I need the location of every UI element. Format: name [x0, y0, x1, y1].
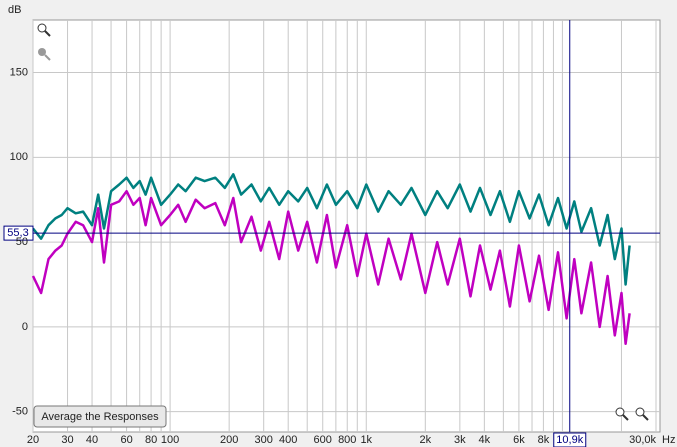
zoom-icon[interactable] — [635, 407, 649, 421]
x-tick-label: 400 — [279, 434, 297, 446]
y-tick-label: 100 — [10, 151, 28, 163]
zoom-icon[interactable] — [615, 407, 629, 421]
cursor: 55,3 10,9k — [3, 20, 660, 447]
x-tick-label: 80 — [145, 434, 157, 446]
x-tick-label: 1k — [360, 434, 372, 446]
x-tick-label: 20 — [27, 434, 39, 446]
x-tick-label: 30,0k — [629, 434, 656, 446]
x-tick-label: 60 — [120, 434, 132, 446]
x-tick-label: 200 — [220, 434, 238, 446]
response-curve — [31, 189, 631, 346]
x-tick-label: 100 — [161, 434, 179, 446]
cursor-label-box — [3, 225, 34, 241]
cursor-y-label: 55,3 — [7, 227, 28, 239]
x-tick-label: 800 — [338, 434, 356, 446]
y-tick-label: -50 — [12, 406, 28, 418]
cursor-x-label: 10,9k — [556, 434, 583, 446]
average-button[interactable]: Average the Responses — [33, 405, 167, 428]
x-tick-label: 2k — [419, 434, 431, 446]
x-tick-label: 8k — [538, 434, 550, 446]
y-tick-label: 150 — [10, 66, 28, 78]
y-tick-label: 50 — [16, 236, 28, 248]
zoom-icon[interactable] — [38, 48, 51, 61]
button-label[interactable]: Average the Responses — [41, 411, 159, 423]
x-tick-label: 40 — [86, 434, 98, 446]
x-unit: Hz — [662, 434, 675, 446]
grid — [32, 20, 660, 432]
zoom-icon[interactable] — [37, 23, 51, 37]
x-tick-label: 6k — [513, 434, 525, 446]
x-tick-label: 300 — [255, 434, 273, 446]
response-curve — [32, 173, 631, 286]
curves — [31, 173, 631, 346]
x-tick-label: 4k — [479, 434, 491, 446]
cursor-label-box — [553, 432, 587, 447]
x-tick-label: 30 — [61, 434, 73, 446]
x-tick-label: 3k — [454, 434, 466, 446]
x-tick-label: 600 — [314, 434, 332, 446]
y-tick-label: 0 — [22, 321, 28, 333]
y-unit: dB — [8, 4, 21, 16]
